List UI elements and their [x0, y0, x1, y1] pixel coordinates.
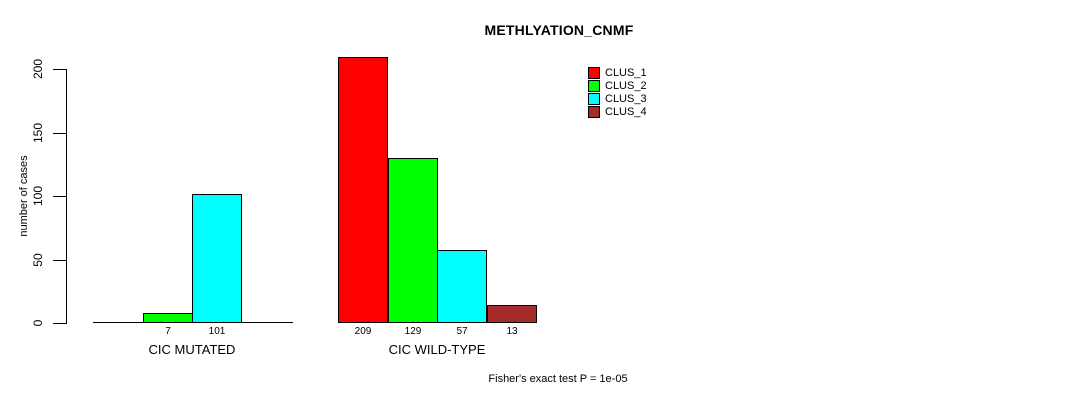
y-tick-label-200: 200 [31, 58, 45, 80]
y-tick-50 [53, 260, 66, 261]
y-tick-label-150: 150 [31, 122, 45, 144]
y-axis-line [66, 69, 67, 324]
bar-clus_3-group1 [192, 194, 242, 323]
legend-swatch-clus_4 [588, 106, 600, 118]
y-tick-label-100: 100 [31, 185, 45, 207]
group-label-2: CIC WILD-TYPE [388, 342, 486, 357]
legend-swatch-clus_1 [588, 67, 600, 79]
legend-label-clus_3: CLUS_3 [605, 93, 647, 105]
bar-clus_2-group1 [143, 313, 193, 323]
legend-swatch-clus_3 [588, 93, 600, 105]
bar-value-label-clus_3-group1: 101 [208, 326, 226, 337]
chart-title: METHLYATION_CNMF [484, 22, 634, 38]
bar-value-label-clus_3-group2: 57 [456, 326, 468, 337]
y-tick-200 [53, 69, 66, 70]
y-tick-100 [53, 196, 66, 197]
legend-label-clus_1: CLUS_1 [605, 67, 647, 79]
y-tick-0 [53, 323, 66, 324]
y-tick-150 [53, 133, 66, 134]
bar-clus_3-group2 [437, 250, 487, 323]
legend-swatch-clus_2 [588, 80, 600, 92]
bar-value-label-clus_4-group2: 13 [506, 326, 518, 337]
zero-bar-clus_1-group1 [93, 322, 144, 323]
bar-value-label-clus_2-group2: 129 [404, 326, 422, 337]
y-tick-label-50: 50 [31, 253, 45, 267]
bar-value-label-clus_2-group1: 7 [165, 326, 171, 337]
group-label-1: CIC MUTATED [148, 342, 236, 357]
fisher-test-annotation: Fisher's exact test P = 1e-05 [488, 373, 628, 385]
bar-clus_4-group2 [487, 305, 537, 323]
bar-value-label-clus_1-group2: 209 [354, 326, 372, 337]
bar-clus_1-group2 [338, 57, 388, 323]
legend-label-clus_4: CLUS_4 [605, 106, 647, 118]
bar-clus_2-group2 [388, 158, 438, 323]
y-tick-label-0: 0 [31, 319, 45, 327]
zero-bar-clus_4-group1 [242, 322, 293, 323]
legend-label-clus_2: CLUS_2 [605, 80, 647, 92]
